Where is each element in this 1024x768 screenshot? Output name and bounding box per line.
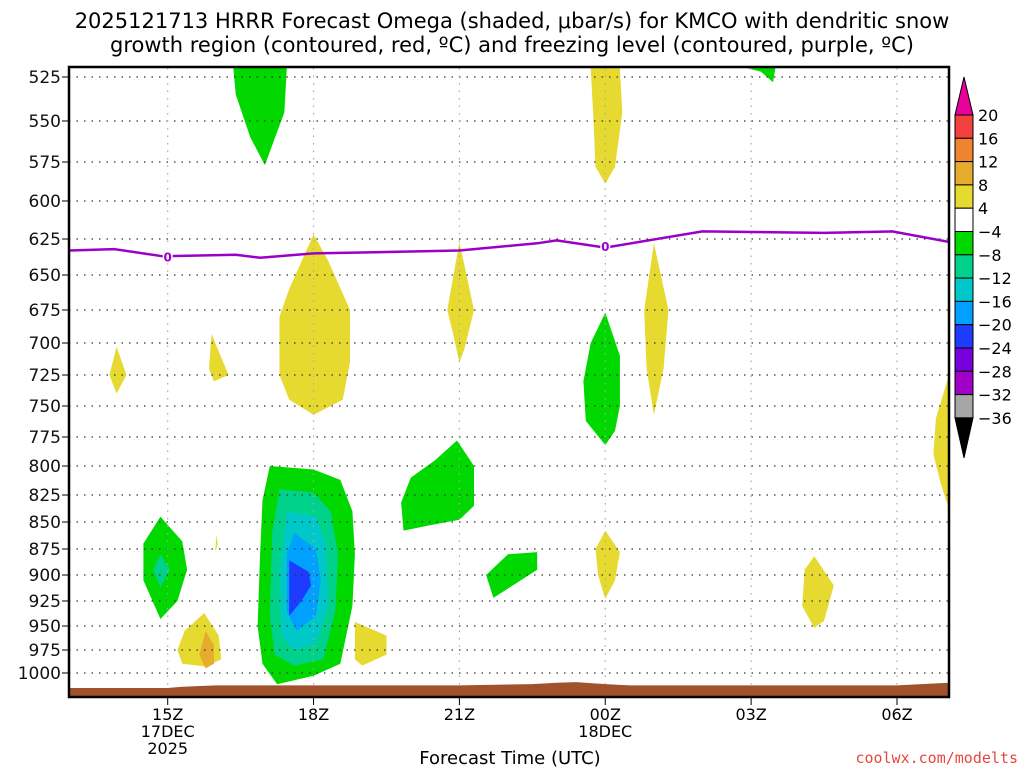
freezing-level-label-0: 0: [164, 250, 172, 264]
omega-region-4: [109, 346, 127, 394]
colorbar-swatch-2: [954, 137, 974, 163]
y-tick-label-675: 675: [29, 301, 61, 321]
y-tick-label-650: 650: [29, 266, 61, 286]
freezing-level-layer: 00: [70, 230, 949, 264]
x-axis-title: Forecast Time (UTC): [419, 748, 600, 768]
colorbar-label-8: −16: [978, 292, 1012, 311]
omega-region-24: [802, 556, 834, 628]
y-tick-label-575: 575: [29, 153, 61, 173]
credit-text: coolwx.com/modelts: [855, 749, 1018, 767]
colorbar-label-9: −20: [978, 316, 1012, 335]
colorbar-swatch-10: [954, 324, 974, 349]
colorbar-swatch-12: [954, 370, 974, 396]
y-tick-label-700: 700: [29, 334, 61, 354]
colorbar-swatch-9: [954, 300, 974, 326]
x-tick-label-15-0: 15Z: [152, 705, 183, 724]
x-tick-label-24-0: 00Z: [590, 705, 621, 724]
omega-region-6: [447, 241, 474, 363]
omega-region-3: [279, 234, 350, 415]
colorbar-swatch-13: [954, 394, 974, 419]
colorbar-label-3: 8: [978, 176, 988, 195]
y-tick-label-525: 525: [29, 68, 61, 88]
colorbar-swatch-1: [954, 114, 974, 139]
omega-region-15: [177, 613, 222, 667]
x-tick-label-15-2: 2025: [147, 739, 188, 758]
colorbar-label-10: −24: [978, 339, 1012, 358]
colorbar-label-2: 12: [978, 153, 998, 172]
y-tick-label-925: 925: [29, 592, 61, 612]
colorbar-label-11: −28: [978, 362, 1012, 381]
y-tick-label-850: 850: [29, 513, 61, 533]
y-tick-label-600: 600: [29, 192, 61, 212]
x-tick-label-18-0: 18Z: [298, 705, 329, 724]
y-tick-label-750: 750: [29, 397, 61, 417]
y-tick-label-950: 950: [29, 617, 61, 637]
x-tick-label-21-0: 21Z: [444, 705, 475, 724]
colorbar-label-1: 16: [978, 129, 998, 148]
colorbar-swatch-7: [954, 254, 974, 279]
y-tick-label-625: 625: [29, 230, 61, 250]
plot-frame: [67, 65, 951, 699]
colorbar-bottom-arrow: [954, 417, 974, 459]
omega-region-9: [933, 375, 949, 509]
omega-shading-layer: [109, 68, 949, 685]
omega-region-21: [289, 560, 312, 616]
terrain-layer: [70, 682, 949, 696]
y-tick-label-975: 975: [29, 641, 61, 661]
colorbar-label-0: 20: [978, 106, 998, 125]
colorbar-swatch-8: [954, 277, 974, 302]
y-axis: 525 550 575 600 625 650 675 700 725 750 775 800 825 8…: [18, 68, 69, 684]
colorbar-top-arrow: [954, 76, 974, 116]
omega-region-22: [354, 622, 387, 666]
colorbar-swatch-4: [954, 184, 974, 209]
x-tick-label-24-1: 18DEC: [578, 722, 632, 741]
omega-region-2: [746, 68, 776, 83]
colorbar-swatch-3: [954, 161, 974, 186]
y-tick-label-725: 725: [29, 366, 61, 386]
colorbar-label-12: −32: [978, 386, 1012, 405]
colorbar-label-4: 4: [978, 199, 988, 218]
omega-region-1: [590, 68, 623, 184]
omega-region-10: [401, 440, 474, 531]
y-tick-label-1000: 1000: [18, 664, 61, 684]
freezing-label-bg-0: [162, 248, 173, 264]
omega-region-8: [644, 243, 669, 415]
y-tick-label-775: 775: [29, 428, 61, 448]
x-tick-label-15-1: 17DEC: [141, 722, 195, 741]
colorbar-label-13: −36: [978, 409, 1012, 428]
x-tick-label-30-0: 06Z: [881, 705, 912, 724]
freezing-label-bg-1: [600, 238, 611, 254]
chart-title-line2: growth region (contoured, red, ºC) and f…: [110, 33, 914, 57]
colorbar-swatch-5: [954, 207, 974, 232]
x-tick-label-27-0: 03Z: [735, 705, 766, 724]
omega-region-23: [595, 530, 620, 599]
freezing-level-line: [70, 230, 949, 259]
omega-region-13: [153, 554, 171, 588]
colorbar-label-5: −4: [978, 223, 1002, 242]
colorbar-swatch-6: [954, 231, 974, 256]
y-tick-label-875: 875: [29, 540, 61, 560]
omega-region-5: [209, 333, 229, 382]
colorbar-label-7: −12: [978, 269, 1012, 288]
terrain-surface: [70, 682, 949, 696]
omega-region-7: [583, 312, 620, 446]
freezing-level-label-1: 0: [601, 240, 609, 254]
y-tick-label-550: 550: [29, 112, 61, 132]
y-tick-label-900: 900: [29, 566, 61, 586]
omega-region-14: [215, 535, 218, 553]
colorbar-legend: 20 16 12 8 4 −4 −8 −12 −16 −20 −24 −28 −32 −36: [954, 76, 1012, 459]
y-tick-label-825: 825: [29, 486, 61, 506]
colorbar-swatch-11: [954, 347, 974, 372]
chart-title-line1: 2025121713 HRRR Forecast Omega (shaded, …: [75, 9, 950, 33]
omega-region-16: [199, 630, 214, 669]
omega-region-0: [233, 68, 287, 166]
y-tick-label-800: 800: [29, 457, 61, 477]
colorbar-label-6: −8: [978, 246, 1002, 265]
